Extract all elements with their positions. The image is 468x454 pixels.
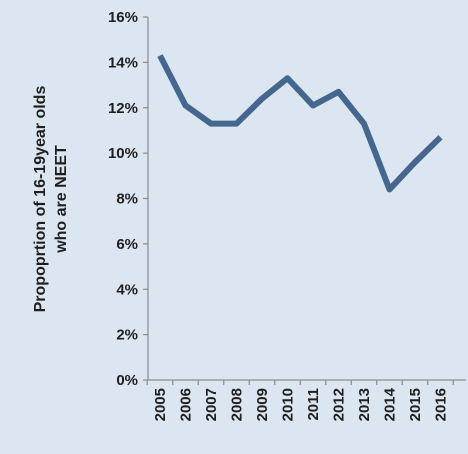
y-axis-ticks: 0% 2% 4% 6% 8% 10% 12% 14% 16% — [108, 9, 148, 389]
x-tick-label: 2006 — [178, 388, 195, 421]
y-tick-label: 16% — [108, 9, 138, 26]
x-tick-label: 2009 — [254, 388, 271, 421]
y-tick-label: 0% — [116, 372, 138, 389]
series-line — [157, 54, 443, 193]
y-tick-label: 14% — [108, 54, 138, 71]
y-tick-label: 10% — [108, 145, 138, 162]
x-axis-ticks: 2005 2006 2007 2008 2009 2010 2011 2012 2013 2014… — [146, 380, 454, 421]
y-axis-title-line-1: Propoprtion of 16-19year olds — [32, 86, 49, 313]
series-group — [157, 54, 443, 193]
y-axis-title: Propoprtion of 16-19year olds who are NE… — [32, 86, 70, 313]
y-tick-label: 6% — [116, 236, 138, 253]
x-tick-label: 2007 — [203, 388, 220, 421]
x-tick-label: 2013 — [356, 388, 373, 421]
x-tick-label: 2008 — [229, 388, 246, 421]
x-tick-label: 2016 — [433, 388, 450, 421]
y-tick-label: 12% — [108, 100, 138, 117]
x-tick-label: 2010 — [280, 388, 297, 421]
y-axis-title-line-2: who are NEET — [53, 145, 70, 254]
x-tick-label: 2014 — [382, 387, 399, 421]
x-tick-label: 2012 — [331, 388, 348, 421]
x-tick-label: 2005 — [152, 388, 169, 421]
x-tick-label: 2015 — [407, 388, 424, 421]
y-tick-label: 8% — [116, 191, 138, 208]
y-tick-label: 4% — [116, 281, 138, 298]
x-tick-label: 2011 — [305, 388, 322, 421]
y-tick-label: 2% — [116, 327, 138, 344]
